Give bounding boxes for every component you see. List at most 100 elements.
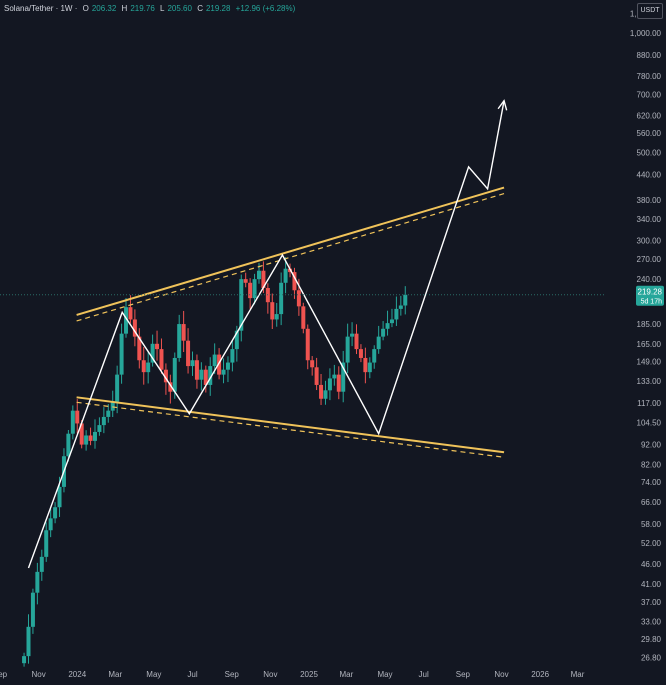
low-value: 205.60	[167, 4, 192, 13]
candle-body	[132, 319, 137, 337]
candle-body	[305, 328, 310, 361]
price-tick-label: 560.00	[637, 129, 662, 138]
time-tick-label: Jul	[419, 670, 429, 679]
price-tick-label: 46.00	[641, 560, 662, 569]
candle-body	[256, 270, 261, 280]
candle-body	[26, 626, 31, 657]
candle-body	[363, 357, 368, 373]
candle-body	[79, 423, 84, 445]
candle-body	[372, 349, 377, 363]
candle-body	[279, 282, 284, 315]
price-tick-label: 66.00	[641, 498, 662, 507]
trendlines-group	[76, 186, 505, 458]
price-tick-label: 380.00	[637, 196, 662, 205]
candle-body	[327, 378, 332, 391]
price-tick-label: 340.00	[637, 215, 662, 224]
price-tick-label: 780.00	[637, 72, 662, 81]
candle-body	[217, 354, 222, 375]
last-price-tag-group: 219.28 5d 17h	[636, 285, 664, 306]
candle-body	[212, 354, 217, 367]
candle-body	[101, 416, 106, 426]
time-tick-label: May	[377, 670, 392, 679]
symbol-title[interactable]: Solana/Tether · 1W ·	[4, 4, 78, 13]
time-tick-label: Sep	[456, 670, 471, 679]
candle-body	[292, 272, 297, 291]
candles-group	[22, 257, 408, 667]
candle-body	[274, 314, 279, 320]
time-tick-label: 2025	[300, 670, 318, 679]
projection-group	[27, 99, 508, 569]
candle-body	[159, 349, 164, 370]
candle-body	[225, 362, 230, 370]
candle-body	[261, 270, 266, 288]
candle-body	[203, 369, 208, 385]
high-value: 219.76	[130, 4, 155, 13]
candle-body	[296, 290, 301, 307]
candle-body	[314, 367, 319, 385]
time-tick-label: Nov	[32, 670, 46, 679]
change-value: +12.96 (+6.28%)	[235, 4, 296, 13]
price-tick-label: 165.00	[637, 340, 662, 349]
price-tick-label: 26.80	[641, 653, 662, 662]
candle-body	[230, 349, 235, 363]
upper-resistance-line	[76, 186, 505, 316]
candle-body	[155, 343, 160, 350]
price-axis[interactable]: 1,120.001,000.00880.00780.00700.00620.00…	[630, 9, 662, 662]
candle-body	[381, 328, 386, 337]
candle-body	[146, 362, 151, 373]
candle-body	[128, 307, 133, 320]
candle-body	[35, 571, 40, 593]
candle-body	[163, 369, 168, 383]
candle-body	[186, 340, 191, 367]
candle-body	[345, 336, 350, 363]
price-tick-label: 300.00	[637, 237, 662, 246]
last-price-value: 219.28	[638, 288, 663, 297]
candle-body	[84, 435, 89, 445]
candle-body	[376, 336, 381, 350]
close-label: C	[197, 4, 203, 13]
candle-body	[354, 333, 359, 350]
candle-body	[70, 410, 75, 434]
price-tick-label: 440.00	[637, 171, 662, 180]
candle-body	[398, 305, 403, 309]
candle-body	[194, 360, 199, 380]
candle-body	[168, 382, 173, 392]
open-value: 206.32	[91, 4, 117, 13]
candle-body	[124, 307, 129, 334]
time-tick-label: May	[146, 670, 161, 679]
price-tick-label: 620.00	[637, 111, 662, 120]
time-tick-label: Mar	[571, 670, 585, 679]
price-tick-label: 133.00	[637, 377, 662, 386]
candle-body	[137, 336, 142, 361]
price-tick-label: 270.00	[637, 255, 662, 264]
currency-unit-button[interactable]: USDT	[637, 3, 663, 19]
high-label: H	[121, 4, 128, 13]
candle-body	[66, 433, 71, 457]
candle-body	[385, 323, 390, 329]
price-tick-label: 74.00	[641, 478, 662, 487]
time-axis[interactable]: Sep Nov 2024 Mar May Jul Sep Nov 2025 Mar May Jul Se…	[0, 670, 585, 679]
candle-body	[106, 410, 111, 417]
price-tick-label: 240.00	[637, 275, 662, 284]
candle-body	[239, 279, 244, 331]
candle-body	[367, 362, 372, 373]
time-tick-label: 2026	[531, 670, 549, 679]
price-tick-label: 41.00	[641, 580, 662, 589]
price-tick-label: 880.00	[637, 51, 662, 60]
candle-body	[336, 374, 341, 392]
candle-body	[319, 384, 324, 399]
price-tick-label: 92.00	[641, 441, 662, 450]
candle-body	[341, 362, 346, 392]
time-tick-label: Sep	[225, 670, 240, 679]
price-tick-label: 104.50	[637, 419, 662, 428]
candle-body	[30, 592, 35, 627]
candle-body	[208, 366, 213, 385]
candle-body	[88, 435, 93, 441]
candle-body	[75, 410, 80, 424]
candle-body	[350, 333, 355, 337]
candle-body	[181, 324, 186, 341]
candle-body	[57, 486, 62, 508]
lower-support-dashed	[76, 401, 505, 458]
